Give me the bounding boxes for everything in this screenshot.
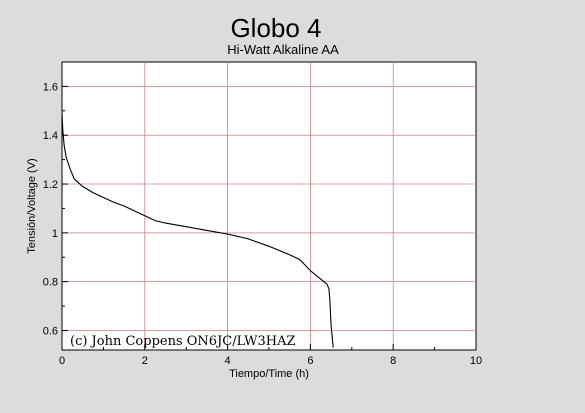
x-axis-label: Tiempo/Time (h): [229, 368, 309, 380]
y-axis-label: Tensión/Voltage (V): [26, 158, 38, 253]
plot-area: [61, 61, 477, 351]
x-tick-label: 2: [142, 355, 148, 367]
series-layer: [61, 113, 334, 348]
discharge-curve-line: [61, 113, 334, 348]
y-tick-label: 1.6: [43, 81, 58, 93]
y-tick-label: 0.6: [43, 325, 58, 337]
chart-subtitle: Hi-Watt Alkaline AA: [227, 42, 339, 57]
x-tick-label: 10: [470, 355, 482, 367]
y-tick-label: 1: [52, 228, 58, 240]
y-tick-label: 1.2: [43, 179, 58, 191]
x-tick-label: 0: [59, 355, 65, 367]
chart-title: Globo 4: [230, 13, 321, 43]
tick-labels: 0 2 4 6 8 10 0.6 0.8 1 1.2 1.4 1.6: [43, 81, 482, 367]
y-tick-label: 0.8: [43, 277, 58, 289]
x-tick-label: 6: [307, 355, 313, 367]
x-tick-label: 4: [225, 355, 231, 367]
x-tick-label: 8: [390, 355, 396, 367]
grid-lines: [62, 62, 476, 350]
axis-ticks: [61, 61, 477, 350]
credit-annotation: (c) John Coppens ON6JC/LW3HAZ: [70, 334, 296, 349]
y-tick-label: 1.4: [43, 130, 58, 142]
